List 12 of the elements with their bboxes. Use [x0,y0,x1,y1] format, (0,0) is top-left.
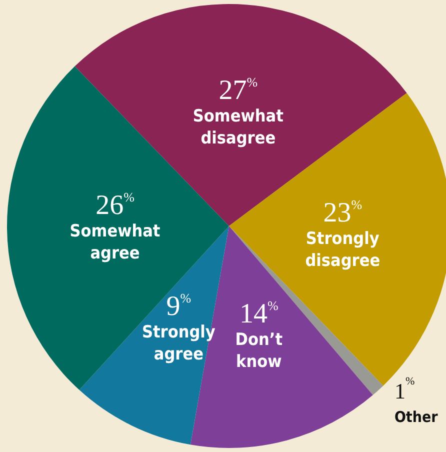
slice-label: Somewhat agree [70,222,160,264]
data-label: 9% [166,290,192,322]
slice-label: Other [394,408,438,426]
data-label: 14% [239,298,278,330]
slice-label: Strongly disagree [305,229,380,272]
slice-label: Somewhat disagree [192,106,284,148]
slice-label: Strongly agree [142,322,216,364]
data-label: 1% [394,375,415,404]
slice-label: Don’t know [235,330,283,372]
data-label: 27% [218,74,258,106]
data-label: 26% [96,190,135,222]
data-label: 23% [323,197,362,229]
